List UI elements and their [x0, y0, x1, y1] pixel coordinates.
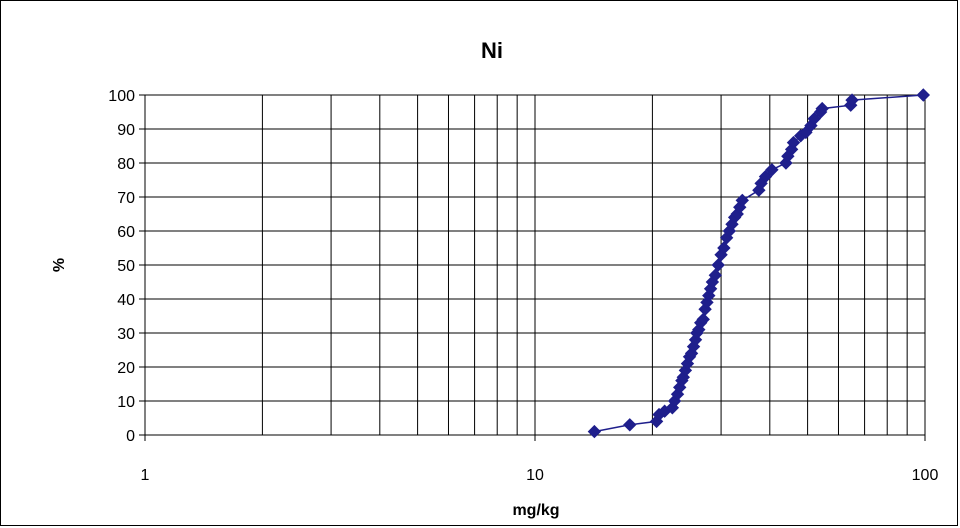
y-tick-label: 60	[117, 224, 135, 241]
x-tick-label: 1	[141, 467, 150, 484]
grid	[144, 94, 926, 436]
chart-title: Ni	[481, 38, 503, 63]
y-axis-label: %	[51, 258, 68, 272]
y-tick-label: 30	[117, 326, 135, 343]
x-tick-label: 100	[912, 467, 939, 484]
data-point	[786, 135, 801, 150]
data-point	[711, 258, 725, 272]
x-axis-label: mg/kg	[512, 502, 559, 519]
y-tick-label: 20	[117, 360, 135, 377]
y-tick-label: 80	[117, 156, 135, 173]
y-tick-label: 10	[117, 394, 135, 411]
data-point	[807, 112, 821, 126]
data-point	[717, 241, 731, 255]
y-tick-label: 40	[117, 292, 135, 309]
y-tick-label: 50	[117, 258, 135, 275]
data-point	[815, 101, 829, 116]
data-point	[765, 163, 779, 177]
y-tick-label: 100	[108, 88, 135, 105]
data-point	[696, 312, 710, 327]
data-point	[916, 88, 931, 102]
y-tick-label: 0	[126, 428, 135, 445]
series-markers	[587, 88, 931, 439]
y-tick-label: 90	[117, 122, 135, 139]
data-point	[708, 268, 723, 282]
y-tick-label: 70	[117, 190, 135, 207]
series-line-path	[594, 94, 924, 433]
data-point	[623, 418, 637, 432]
data-point	[735, 193, 749, 208]
x-tick-label: 10	[526, 467, 544, 484]
data-point	[845, 93, 859, 107]
data-point	[587, 424, 602, 439]
data-point	[758, 169, 773, 184]
series-line	[594, 94, 924, 433]
